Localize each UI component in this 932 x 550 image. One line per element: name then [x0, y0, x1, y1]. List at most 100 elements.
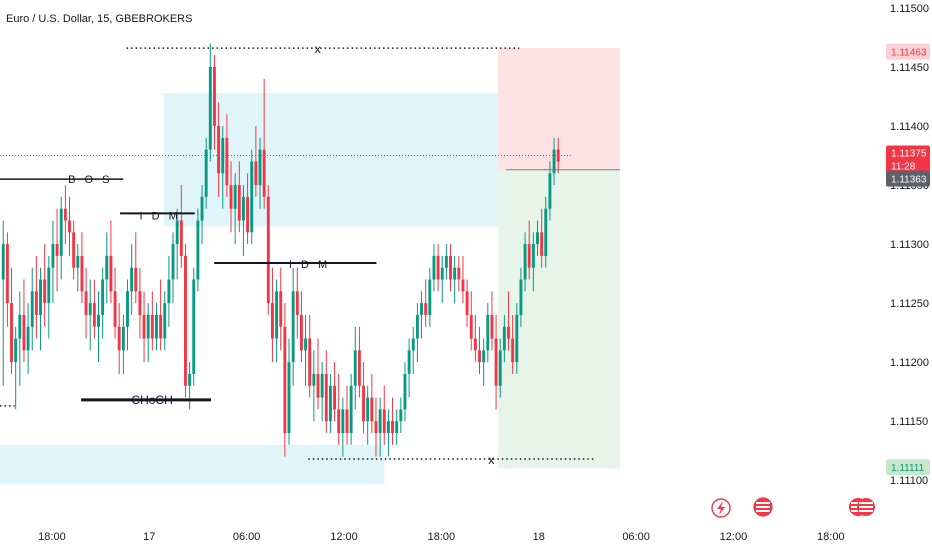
candle-body: [262, 149, 266, 197]
candle-body: [337, 409, 341, 433]
candle-body: [179, 220, 183, 256]
candle-body: [403, 373, 407, 410]
candle-body: [308, 338, 312, 386]
candle-body: [101, 279, 105, 315]
candle-body: [117, 326, 121, 351]
candle-body: [366, 397, 370, 422]
us-flag-icon[interactable]: [857, 498, 875, 516]
candle-body: [461, 279, 465, 292]
candle-body: [486, 314, 490, 351]
candle-body: [43, 279, 47, 304]
choch-label: CHoCH: [131, 393, 172, 407]
candle-body: [270, 303, 274, 339]
candle-body: [10, 303, 13, 363]
candle-body: [134, 267, 138, 292]
candle-body: [72, 232, 76, 268]
candle-body: [47, 267, 51, 304]
candle-body: [97, 314, 100, 327]
candle-body: [328, 385, 332, 422]
candle-body: [494, 338, 498, 386]
candles: [1, 43, 560, 457]
candle-body: [407, 350, 411, 374]
candle-body: [88, 303, 92, 315]
candle-body: [498, 350, 502, 386]
svg-text:11:28: 11:28: [891, 162, 916, 173]
candle-body: [544, 208, 548, 256]
candle-body: [432, 255, 436, 280]
event-icons[interactable]: [711, 497, 875, 518]
stop-zone: [498, 169, 620, 469]
us-flag-icon[interactable]: [753, 497, 773, 517]
candle-body: [105, 255, 109, 280]
candle-body: [415, 314, 419, 339]
candle-body: [502, 326, 506, 351]
candle-body: [59, 208, 63, 256]
price-tick-label: 1.11250: [890, 298, 929, 310]
candle-body: [171, 244, 175, 280]
candle-body: [333, 385, 337, 410]
candle-body: [142, 314, 146, 339]
candle-body: [469, 314, 473, 339]
candle-body: [391, 421, 394, 433]
candle-body: [444, 255, 448, 268]
candle-body: [283, 326, 287, 433]
price-tick-label: 1.11100: [890, 475, 928, 487]
svg-text:1.11375: 1.11375: [891, 149, 927, 160]
candle-body: [26, 326, 30, 351]
candle-body: [188, 373, 192, 386]
target-price-tag: 1.11463: [886, 43, 930, 60]
time-tick-label: 17: [143, 531, 155, 543]
candle-body: [80, 255, 84, 292]
price-tick-label: 1.11400: [890, 121, 929, 133]
candle-body: [5, 244, 9, 304]
zones: [0, 48, 620, 484]
candle-body: [341, 409, 345, 433]
target-zone: [498, 48, 620, 170]
candle-body: [515, 314, 519, 363]
candle-body: [362, 385, 366, 422]
chart-title: Euro / U.S. Dollar, 15, GBEBROKERS: [6, 13, 192, 25]
candle-body: [92, 303, 96, 327]
candle-body: [217, 126, 221, 174]
time-tick-label: 18:00: [38, 531, 66, 543]
candle-body: [436, 255, 440, 280]
candle-body: [428, 279, 432, 315]
candle-body: [507, 326, 510, 339]
last-price-tag: 1.11375 11:28: [886, 145, 930, 174]
candle-body: [482, 350, 486, 363]
svg-text:1.11463: 1.11463: [891, 48, 927, 59]
candle-body: [478, 350, 481, 363]
annotation-lines: [0, 47, 620, 460]
candle-body: [155, 314, 158, 339]
candle-body: [420, 303, 423, 315]
candle-body: [192, 279, 196, 374]
candle-body: [552, 149, 556, 174]
candle-body: [55, 244, 59, 256]
candle-body: [196, 220, 200, 280]
candle-body: [511, 338, 515, 363]
idm-top-label: I D M: [140, 210, 181, 222]
time-tick-label: 06:00: [622, 531, 650, 543]
candle-body: [279, 291, 283, 327]
candle-body: [411, 338, 415, 351]
candle-body: [39, 279, 42, 315]
svg-text:1.11363: 1.11363: [891, 175, 927, 186]
candle-body: [353, 350, 357, 386]
time-axis[interactable]: 18:00 17 06:00 12:00 18:00 18 06:00 12:00 18:00: [38, 531, 844, 543]
candle-body: [378, 409, 382, 433]
candle-body: [299, 314, 303, 351]
time-tick-label: 06:00: [233, 531, 261, 543]
candle-body: [150, 314, 154, 339]
price-tick-label: 1.11200: [890, 357, 929, 369]
candle-body: [312, 373, 316, 386]
candle-body: [233, 185, 237, 209]
candle-body: [1, 244, 5, 280]
lightning-icon[interactable]: [711, 498, 731, 518]
candle-body: [246, 196, 250, 233]
candle-body: [34, 291, 38, 315]
candle-body: [304, 338, 308, 351]
candle-body: [51, 244, 55, 268]
candle-body: [22, 314, 26, 351]
price-axis[interactable]: 1.115001.114501.114001.113501.113001.112…: [890, 3, 929, 487]
